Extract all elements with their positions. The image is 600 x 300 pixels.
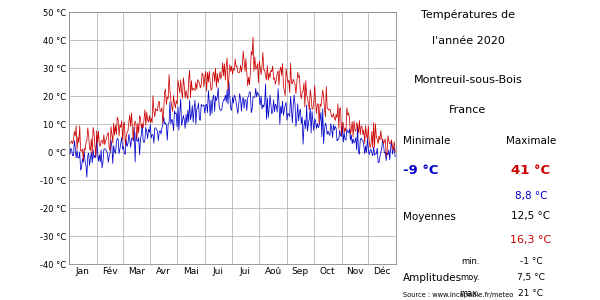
Text: l'année 2020: l'année 2020: [431, 36, 505, 46]
Text: 21 °C: 21 °C: [518, 289, 544, 298]
Text: 12,5 °C: 12,5 °C: [511, 212, 551, 221]
Text: Minimale: Minimale: [403, 136, 451, 146]
Text: France: France: [449, 105, 487, 115]
Text: max.: max.: [459, 289, 480, 298]
Text: Source : www.incapable.fr/meteo: Source : www.incapable.fr/meteo: [403, 292, 514, 298]
Text: moy.: moy.: [460, 273, 480, 282]
Text: 41 °C: 41 °C: [511, 164, 551, 176]
Text: Moyennes: Moyennes: [403, 212, 456, 221]
Text: 8,8 °C: 8,8 °C: [515, 190, 547, 200]
Text: Températures de: Températures de: [421, 9, 515, 20]
Text: 7,5 °C: 7,5 °C: [517, 273, 545, 282]
Text: min.: min.: [461, 256, 480, 266]
Text: Maximale: Maximale: [506, 136, 556, 146]
Text: -9 °C: -9 °C: [403, 164, 439, 176]
Text: -1 °C: -1 °C: [520, 256, 542, 266]
Text: 16,3 °C: 16,3 °C: [511, 236, 551, 245]
Text: Montreuil-sous-Bois: Montreuil-sous-Bois: [413, 75, 523, 85]
Text: Amplitudes: Amplitudes: [403, 273, 463, 283]
